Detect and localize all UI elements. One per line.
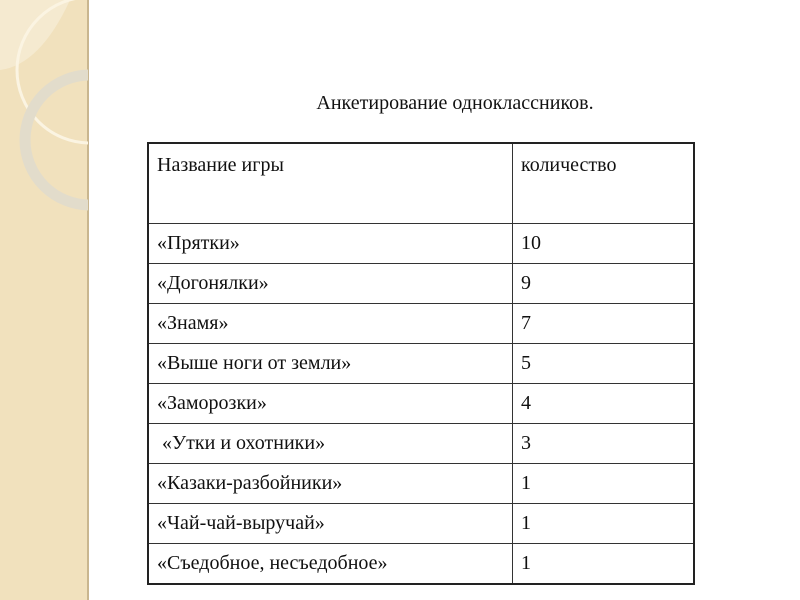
game-name-cell: «Прятки» <box>147 223 513 264</box>
table-row: «Утки и охотники» 3 <box>147 423 695 464</box>
game-name-cell: «Чай-чай-выручай» <box>147 503 513 544</box>
table-row: «Съедобное, несъедобное» 1 <box>147 543 695 585</box>
count-cell: 1 <box>512 543 695 585</box>
count-cell: 10 <box>512 223 695 264</box>
game-name-cell: «Казаки-разбойники» <box>147 463 513 504</box>
game-name-cell: «Съедобное, несъедобное» <box>147 543 513 585</box>
game-name-cell: «Выше ноги от земли» <box>147 343 513 384</box>
table-header-row: Название игры количество <box>147 142 695 224</box>
header-game-name: Название игры <box>147 142 513 224</box>
table-row: «Прятки» 10 <box>147 223 695 264</box>
count-cell: 9 <box>512 263 695 304</box>
games-table: Название игры количество «Прятки» 10 «Дого… <box>147 142 695 585</box>
table-row: «Выше ноги от земли» 5 <box>147 343 695 384</box>
count-cell: 4 <box>512 383 695 424</box>
game-name-cell: «Заморозки» <box>147 383 513 424</box>
table-row: «Чай-чай-выручай» 1 <box>147 503 695 544</box>
header-count: количество <box>512 142 695 224</box>
count-cell: 7 <box>512 303 695 344</box>
page-title: Анкетирование одноклассников. <box>316 92 594 114</box>
count-cell: 5 <box>512 343 695 384</box>
table-row: «Знамя» 7 <box>147 303 695 344</box>
table-row: «Заморозки» 4 <box>147 383 695 424</box>
table-row: «Казаки-разбойники» 1 <box>147 463 695 504</box>
count-cell: 1 <box>512 463 695 504</box>
game-name-cell: «Утки и охотники» <box>147 423 513 464</box>
decorative-circles-icon <box>0 0 88 211</box>
count-cell: 1 <box>512 503 695 544</box>
game-name-cell: «Знамя» <box>147 303 513 344</box>
decorative-side-strip <box>0 0 89 600</box>
count-cell: 3 <box>512 423 695 464</box>
table-row: «Догонялки» 9 <box>147 263 695 304</box>
game-name-cell: «Догонялки» <box>147 263 513 304</box>
